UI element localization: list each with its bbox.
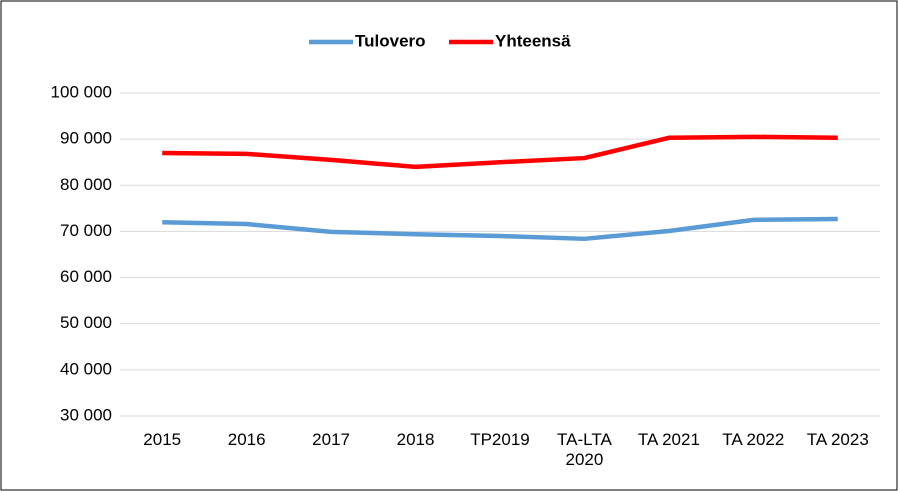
series-line <box>162 134 838 170</box>
legend-label: Tulovero <box>355 31 426 50</box>
y-tick-label: 30 000 <box>60 405 112 424</box>
y-tick-label: 40 000 <box>60 359 112 378</box>
legend-label: Yhteensä <box>495 31 571 50</box>
y-tick-label: 90 000 <box>60 129 112 148</box>
y-tick-label: 70 000 <box>60 221 112 240</box>
x-tick-label: 2015 <box>143 430 182 449</box>
x-tick-label: TA 2022 <box>722 430 785 449</box>
x-tick-label: 2016 <box>227 430 266 449</box>
x-tick-label: 2018 <box>396 430 435 449</box>
x-tick-label: TA-LTA 2020 <box>557 430 612 469</box>
x-tick-label: 2017 <box>312 430 350 449</box>
series-line <box>162 216 838 242</box>
x-tick-label: TP2019 <box>470 430 530 449</box>
x-tick-label: TA 2021 <box>637 430 700 449</box>
y-tick-label: 80 000 <box>60 175 112 194</box>
x-tick-label: TA 2023 <box>806 430 869 449</box>
y-tick-label: 60 000 <box>60 267 112 286</box>
y-tick-label: 50 000 <box>60 313 112 332</box>
y-tick-label: 100 000 <box>51 82 112 101</box>
